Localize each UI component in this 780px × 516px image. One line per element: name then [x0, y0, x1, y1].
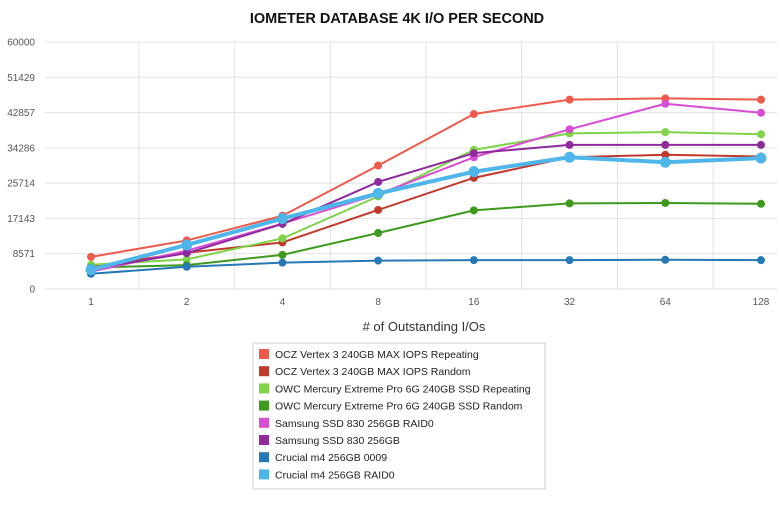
legend-swatch	[259, 452, 269, 463]
data-point	[757, 130, 765, 139]
legend-entry: OWC Mercury Extreme Pro 6G 240GB SSD Ran…	[275, 401, 523, 413]
legend-entry: Samsung SSD 830 256GB	[275, 435, 400, 447]
y-tick-label: 25714	[7, 179, 35, 190]
y-tick-label: 60000	[7, 38, 35, 49]
series-7	[85, 151, 767, 276]
data-point	[757, 108, 765, 117]
data-point	[374, 177, 383, 186]
data-point	[565, 256, 574, 265]
data-point	[182, 255, 191, 264]
data-point	[469, 110, 478, 119]
y-tick-label: 34286	[7, 143, 35, 154]
data-point	[372, 187, 384, 199]
legend-entry: OCZ Vertex 3 240GB MAX IOPS Random	[275, 366, 471, 378]
legend-entry: OCZ Vertex 3 240GB MAX IOPS Repeating	[275, 349, 479, 361]
x-tick-label: 64	[660, 297, 672, 308]
y-tick-label: 17143	[7, 214, 35, 225]
data-point	[85, 264, 97, 276]
data-point	[661, 150, 670, 159]
x-tick-label: 16	[468, 297, 480, 308]
data-point	[565, 140, 574, 149]
data-point	[276, 213, 288, 225]
data-point	[757, 140, 765, 149]
data-point	[374, 161, 383, 170]
series-line	[90, 258, 762, 275]
series-line	[90, 143, 761, 270]
data-point	[278, 234, 287, 243]
data-point	[565, 95, 574, 104]
y-axis-ticks: 0 8571 17143 25714 34286 42857 51429 60000	[7, 38, 35, 296]
legend-entry: OWC Mercury Extreme Pro 6G 240GB SSD Rep…	[275, 383, 531, 395]
data-point	[659, 156, 671, 168]
data-point	[565, 125, 574, 134]
data-point	[661, 255, 670, 264]
data-point	[757, 256, 765, 265]
legend: OCZ Vertex 3 240GB MAX IOPS Repeating OCZ…	[259, 349, 531, 481]
legend-entry: Crucial m4 256GB 0009	[275, 452, 387, 464]
y-tick-label: 42857	[7, 108, 35, 119]
series-line	[90, 153, 762, 268]
data-point	[374, 229, 383, 238]
legend-swatch	[259, 469, 269, 480]
x-tick-label: 32	[564, 297, 576, 308]
data-point	[87, 252, 95, 261]
data-point	[278, 250, 287, 259]
series-0	[87, 94, 765, 261]
data-point	[182, 249, 191, 258]
y-tick-label: 0	[29, 285, 35, 296]
legend-entry: Samsung SSD 830 256GB RAID0	[275, 418, 434, 430]
data-point	[565, 199, 574, 208]
data-point	[468, 166, 480, 178]
data-point	[755, 152, 767, 164]
data-point	[374, 256, 383, 265]
series-line	[90, 97, 762, 258]
legend-swatch	[259, 400, 269, 411]
data-point	[182, 262, 191, 271]
legend-swatch	[259, 366, 269, 377]
legend-entry: Crucial m4 256GB RAID0	[275, 469, 395, 481]
data-point	[374, 205, 383, 214]
x-axis-ticks: 1 2 4 8 16 32 64 128	[88, 297, 770, 308]
data-point	[469, 149, 478, 158]
series-line	[90, 102, 762, 273]
x-tick-label: 4	[280, 297, 286, 308]
data-point	[661, 140, 670, 149]
data-point	[564, 151, 576, 163]
x-axis-label: # of Outstanding I/Os	[363, 319, 486, 334]
series-line	[90, 155, 762, 272]
data-point	[661, 128, 670, 137]
legend-box	[252, 342, 546, 490]
data-point	[757, 95, 765, 104]
x-tick-label: 2	[184, 297, 190, 308]
data-point	[181, 239, 193, 251]
y-tick-label: 8571	[13, 249, 36, 260]
series-layer	[85, 94, 767, 278]
series-line	[90, 201, 762, 269]
data-point	[661, 198, 670, 207]
data-point	[661, 99, 670, 108]
x-tick-label: 1	[88, 297, 94, 308]
data-point	[278, 258, 287, 267]
legend-swatch	[259, 435, 269, 445]
y-tick-label: 51429	[7, 73, 35, 84]
series-line	[90, 131, 762, 266]
legend-swatch	[259, 349, 269, 359]
legend-swatch	[259, 383, 269, 394]
legend-swatch	[259, 417, 269, 428]
data-point	[757, 199, 765, 208]
data-point	[469, 256, 478, 265]
data-point	[469, 206, 478, 215]
x-tick-label: 128	[753, 297, 770, 308]
x-tick-label: 8	[375, 297, 381, 308]
chart-title: IOMETER DATABASE 4K I/O PER SECOND	[250, 11, 544, 27]
